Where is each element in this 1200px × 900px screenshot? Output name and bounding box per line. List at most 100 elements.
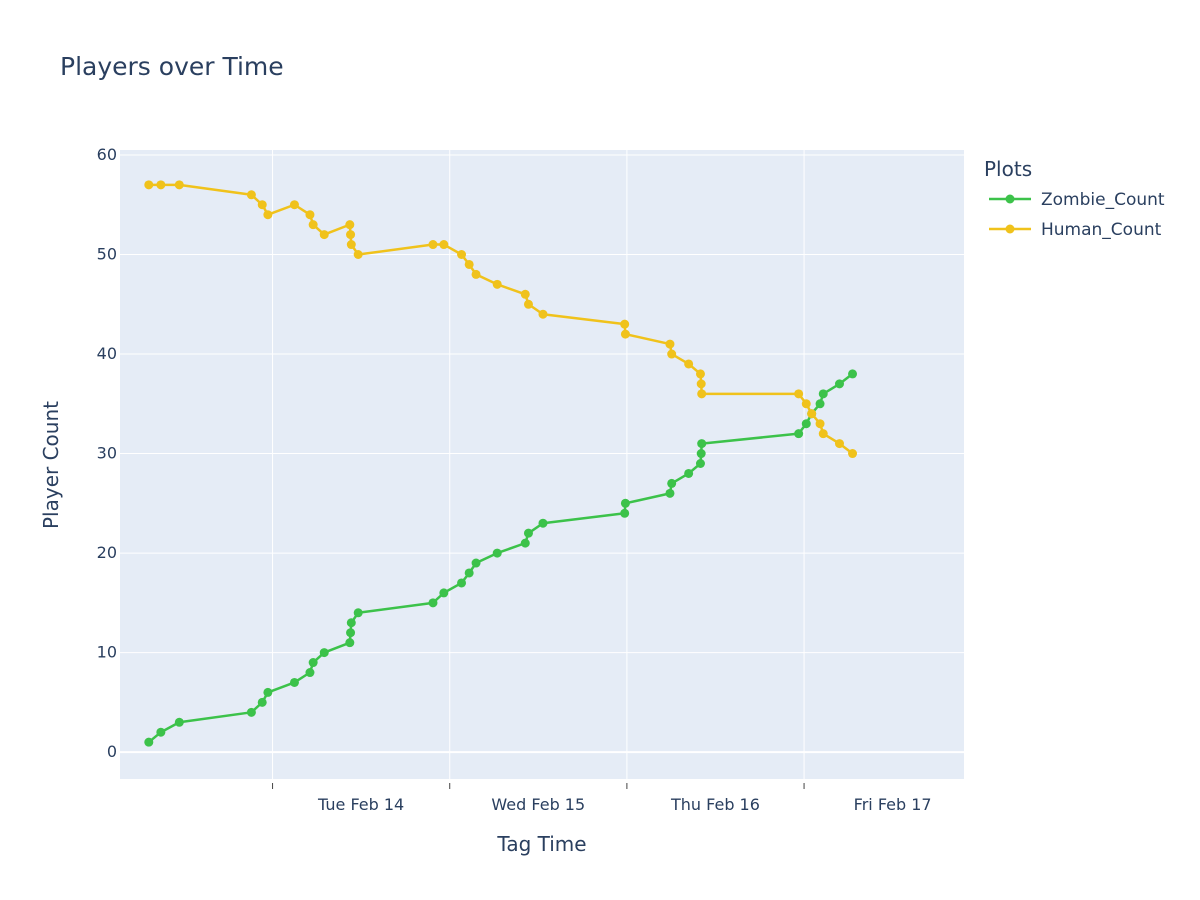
data-point (156, 727, 166, 737)
data-point (346, 230, 356, 240)
data-point (492, 548, 502, 558)
data-point (144, 737, 154, 747)
data-point (684, 359, 694, 369)
data-point (319, 648, 329, 658)
data-point (815, 399, 825, 409)
data-point (523, 299, 533, 309)
x-tick-label: Tue Feb 14 (317, 795, 404, 814)
data-point (538, 518, 548, 528)
data-point (246, 190, 256, 200)
data-point (345, 220, 355, 230)
legend-swatch-marker (1005, 224, 1015, 234)
data-point (520, 289, 530, 299)
data-point (848, 449, 858, 459)
gridlines (120, 150, 964, 779)
legend-title: Plots (984, 157, 1032, 181)
data-point (807, 409, 817, 419)
data-point (305, 210, 315, 220)
legend: Plots Zombie_Count Human_Count (984, 157, 1165, 240)
data-point (620, 508, 630, 518)
data-point (696, 379, 706, 389)
data-point (464, 568, 474, 578)
data-point (696, 449, 706, 459)
data-point (319, 230, 329, 240)
y-axis-title: Player Count (39, 401, 63, 529)
legend-item-zombie-count: Zombie_Count (989, 190, 1165, 210)
data-point (263, 210, 273, 220)
data-point (305, 668, 315, 678)
data-point (818, 389, 828, 399)
data-point (523, 528, 533, 538)
data-point (345, 638, 355, 648)
y-tick-label: 50 (97, 245, 117, 264)
data-point (439, 240, 449, 250)
data-point (353, 250, 363, 259)
data-point (538, 309, 548, 319)
legend-label: Zombie_Count (1041, 190, 1165, 210)
data-point (794, 429, 804, 439)
legend-items: Zombie_Count Human_Count (989, 190, 1165, 240)
y-tick-label: 40 (97, 344, 117, 363)
data-point (257, 200, 267, 210)
data-point (520, 538, 530, 548)
y-tick-label: 0 (107, 742, 117, 761)
data-point (308, 220, 318, 230)
data-point (697, 439, 707, 449)
series-human-count (144, 180, 858, 459)
data-point (346, 628, 356, 638)
data-point (620, 319, 630, 329)
data-point (834, 439, 844, 449)
data-point (353, 608, 363, 618)
chart-title: Players over Time (60, 52, 284, 81)
data-point (289, 200, 299, 210)
data-point (346, 240, 356, 250)
plot-area (120, 150, 964, 779)
data-point (620, 498, 630, 508)
data-point (174, 180, 184, 190)
data-point (428, 598, 438, 608)
series-layer (144, 180, 858, 747)
data-point (834, 379, 844, 389)
data-point (144, 180, 154, 190)
data-point (174, 717, 184, 727)
data-point (695, 369, 705, 379)
data-point (457, 250, 467, 259)
x-tick-label: Wed Feb 15 (491, 795, 585, 814)
data-point (308, 658, 318, 668)
data-point (697, 389, 707, 399)
data-point (257, 697, 267, 707)
data-point (428, 240, 438, 250)
data-point (620, 329, 630, 339)
data-point (801, 419, 811, 429)
data-point (464, 259, 474, 269)
data-point (439, 588, 449, 598)
data-point (346, 618, 356, 628)
x-tick-label: Thu Feb 16 (670, 795, 760, 814)
y-tick-label: 10 (97, 643, 117, 662)
data-point (667, 478, 677, 488)
data-point (684, 468, 694, 478)
series-zombie-count (144, 369, 858, 747)
data-point (695, 459, 705, 468)
data-point (667, 349, 677, 359)
data-point (156, 180, 166, 190)
data-point (665, 488, 675, 498)
data-point (492, 279, 502, 289)
data-point (246, 707, 256, 717)
data-point (457, 578, 467, 588)
data-point (801, 399, 811, 409)
axes: 0 10 20 30 40 50 60 Tue Feb 14 Wed Feb 15 Thu Feb… (97, 145, 932, 814)
data-point (794, 389, 804, 399)
data-point (471, 269, 481, 279)
data-point (818, 429, 828, 439)
y-tick-label: 30 (97, 444, 117, 463)
legend-swatch-marker (1005, 194, 1015, 204)
legend-item-human-count: Human_Count (989, 220, 1162, 240)
y-tick-label: 20 (97, 543, 117, 562)
data-point (263, 687, 273, 697)
data-point (815, 419, 825, 429)
data-point (289, 677, 299, 687)
data-point (665, 339, 675, 349)
legend-label: Human_Count (1041, 220, 1162, 240)
